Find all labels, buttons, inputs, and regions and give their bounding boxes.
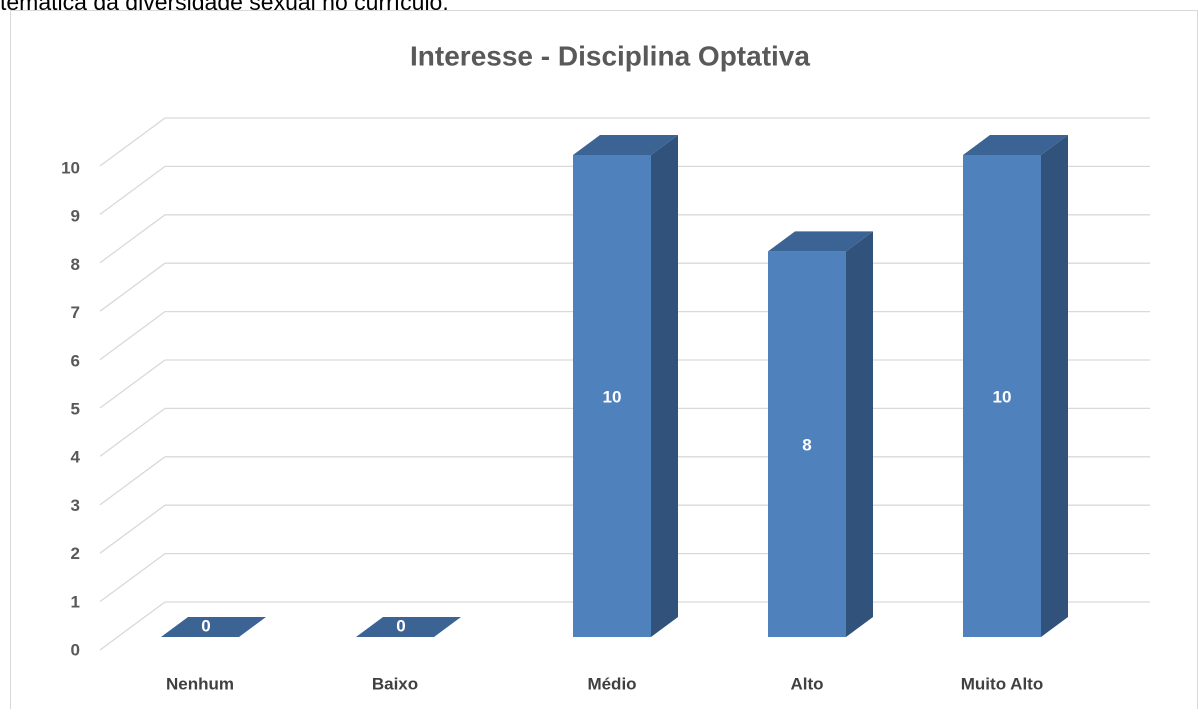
bar [161,617,266,637]
y-tick-label: 1 [71,592,80,611]
grid-line-side [99,601,166,651]
bar-side [1041,135,1068,637]
bar-top [963,135,1068,155]
grid-line-side [99,165,166,215]
y-tick-label: 3 [71,496,80,515]
page-text: temática da diversidade sexual no curríc… [0,0,449,15]
data-label: 0 [396,616,405,635]
y-tick-label: 8 [71,255,80,274]
data-label: 0 [201,616,210,635]
bar-top [161,617,266,637]
grid-line-side [99,214,166,264]
bar [573,135,678,637]
data-label: 10 [993,387,1012,406]
grid-line-side [99,553,166,603]
bar [768,231,873,637]
x-tick-label: Alto [790,674,823,693]
y-tick-label: 0 [71,640,80,659]
bar [963,135,1068,637]
y-tick-label: 4 [71,448,81,467]
bar-front [963,155,1041,637]
data-label: 8 [802,436,811,455]
y-tick-label: 7 [71,303,80,322]
y-tick-label: 5 [71,399,80,418]
grid-line-side [99,262,166,312]
y-tick-label: 6 [71,351,80,370]
x-tick-label: Médio [587,674,636,693]
bar-top [768,231,873,252]
bar-front [768,251,846,637]
bar-top [356,617,461,637]
grid-line-side [99,456,166,506]
x-tick-label: Baixo [372,674,418,693]
bar-side [651,135,678,637]
grid-line-side [99,359,166,409]
bar-front [573,155,651,637]
grid-line-side [99,117,166,167]
y-tick-label: 2 [71,544,80,563]
bar-side [846,231,873,637]
grid-line-side [99,504,166,554]
data-label: 10 [603,387,622,406]
bar-top [573,135,678,155]
bar [356,617,461,637]
x-tick-label: Nenhum [166,674,234,693]
grid-line-side [99,407,166,457]
x-tick-label: Muito Alto [961,674,1043,693]
y-tick-label: 9 [71,207,80,226]
y-tick-label: 10 [61,158,80,177]
chart-title: Interesse - Disciplina Optativa [410,40,810,71]
grid-line-side [99,311,166,361]
